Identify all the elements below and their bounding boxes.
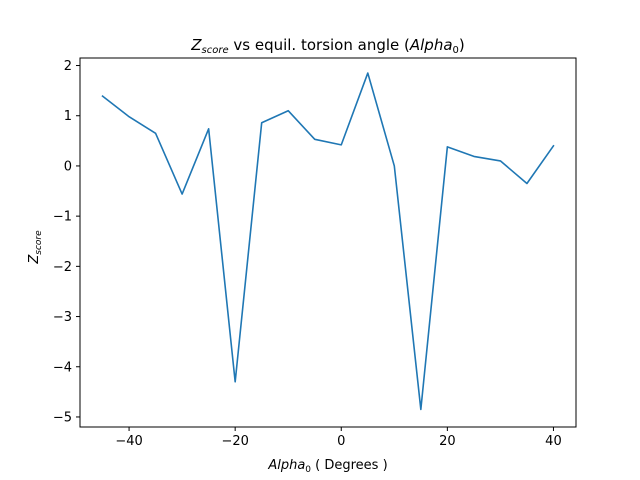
y-tick-label: 1 xyxy=(64,109,72,124)
plot-frame xyxy=(79,57,577,428)
y-tick-label: −4 xyxy=(53,360,72,375)
x-tick-label: 40 xyxy=(545,434,562,449)
y-tick-label: −1 xyxy=(53,210,72,225)
x-tick-label: −40 xyxy=(115,434,142,449)
y-axis-ticks: 2 1 0 −1 −2 −3 −4 −5 xyxy=(53,59,80,425)
x-tick-label: 20 xyxy=(439,434,456,449)
y-tick-label: −3 xyxy=(53,310,72,325)
y-tick-label: 2 xyxy=(64,59,72,74)
x-tick-label: −20 xyxy=(221,434,248,449)
y-tick-label: 0 xyxy=(64,159,72,174)
y-tick-label: −5 xyxy=(53,410,72,425)
plot-area xyxy=(79,57,577,428)
x-tick-label: 0 xyxy=(337,434,345,449)
series-line-1 xyxy=(101,72,555,411)
x-axis-ticks: −40 −20 0 20 40 xyxy=(115,427,562,449)
x-axis-label: Alpha0 ( Degrees ) xyxy=(267,458,387,475)
y-tick-label: −2 xyxy=(53,260,72,275)
y-axis-label: Zscore xyxy=(27,230,44,265)
series-layer xyxy=(101,72,555,411)
chart-title: Zscore vs equil. torsion angle (Alpha0) xyxy=(190,36,465,56)
